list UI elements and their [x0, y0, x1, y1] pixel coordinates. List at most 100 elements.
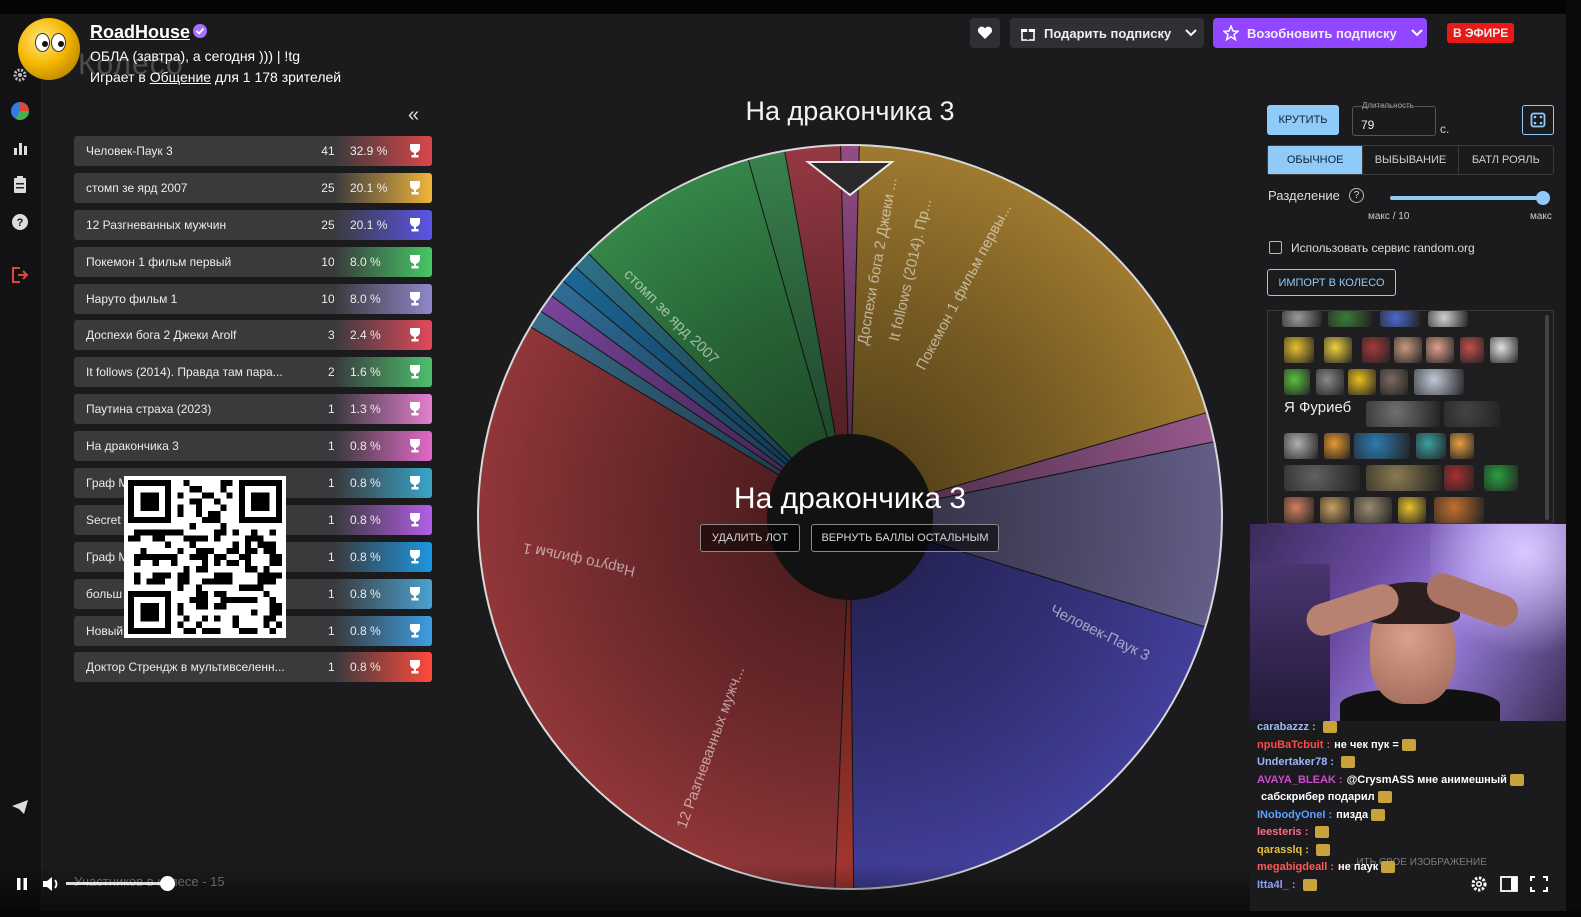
channel-name[interactable]: RoadHouse	[90, 22, 191, 42]
chat-username[interactable]: leesteris :	[1257, 826, 1309, 838]
emote-thumbnail[interactable]	[1450, 433, 1474, 459]
trophy-icon[interactable]	[408, 217, 422, 233]
pause-icon[interactable]	[14, 876, 30, 892]
emote-thumbnail[interactable]	[1426, 337, 1454, 363]
emote-thumbnail[interactable]	[1316, 369, 1344, 395]
emote-thumbnail[interactable]	[1348, 369, 1376, 395]
chat-username[interactable]: AVAYA_BLEAK :	[1257, 773, 1343, 786]
game-link[interactable]: Общение	[149, 69, 212, 85]
volume-slider-thumb[interactable]	[160, 876, 175, 891]
trophy-icon[interactable]	[408, 180, 422, 196]
emote-thumbnail[interactable]	[1380, 311, 1420, 327]
bar-chart-icon[interactable]	[9, 137, 31, 159]
help-circle-icon[interactable]: ?	[9, 211, 31, 233]
lot-row[interactable]: Доспехи бога 2 Джеки Arolf3002.4 %	[74, 320, 432, 351]
emote-thumbnail[interactable]	[1284, 433, 1318, 459]
emote-thumbnail[interactable]	[1284, 465, 1360, 491]
collapse-lots-button[interactable]: «	[408, 104, 420, 126]
split-slider-thumb[interactable]	[1536, 191, 1550, 205]
duration-input[interactable]	[1352, 106, 1436, 136]
emote-thumbnail[interactable]	[1284, 369, 1310, 395]
trophy-icon[interactable]	[408, 143, 422, 159]
emote-thumbnail[interactable]	[1282, 311, 1322, 327]
tab-normal[interactable]: ОБЫЧНОЕ	[1268, 146, 1364, 174]
renew-subscription-button[interactable]: Возобновить подписку	[1213, 18, 1427, 48]
emote-thumbnail[interactable]	[1284, 497, 1314, 523]
trophy-icon[interactable]	[408, 401, 422, 417]
spin-button[interactable]: КРУТИТЬ	[1267, 105, 1339, 135]
emote-thumbnail[interactable]	[1460, 337, 1484, 363]
lot-row[interactable]: Паутина страха (2023)1601.3 %	[74, 394, 432, 425]
trophy-icon[interactable]	[408, 586, 422, 602]
chat-username[interactable]: Itta4l_ :	[1257, 878, 1296, 891]
emote-thumbnail[interactable]	[1414, 369, 1464, 395]
logout-icon[interactable]	[9, 264, 31, 286]
volume-slider[interactable]	[66, 882, 166, 885]
lot-row[interactable]: 12 Разгневанных мужчин250020.1 %	[74, 209, 432, 240]
emote-thumbnail[interactable]	[1354, 497, 1392, 523]
wheel[interactable]: Человек-Паук 3 стомп зе ярд 2007 12 Разг…	[470, 137, 1230, 911]
emote-thumbnail[interactable]	[1324, 433, 1350, 459]
emote-thumbnail[interactable]	[1444, 465, 1474, 491]
trophy-icon[interactable]	[408, 659, 422, 675]
trophy-icon[interactable]	[408, 364, 422, 380]
lot-row[interactable]: It follows (2014). Правда там пара...200…	[74, 357, 432, 388]
chat-username[interactable]: INobodyOneI :	[1257, 808, 1333, 821]
emote-thumbnail[interactable]	[1354, 433, 1410, 459]
fullscreen-icon[interactable]	[1530, 876, 1548, 892]
lot-row[interactable]: стомп зе ярд 2007250120.1 %	[74, 172, 432, 203]
gear-icon[interactable]	[9, 64, 31, 86]
avatar[interactable]	[18, 18, 80, 80]
trophy-icon[interactable]	[408, 254, 422, 270]
random-dice-button[interactable]	[1522, 105, 1554, 135]
delete-lot-button[interactable]: УДАЛИТЬ ЛОТ	[700, 524, 800, 552]
help-icon[interactable]: ?	[1349, 188, 1364, 203]
chat-username[interactable]: carabazzz :	[1257, 721, 1316, 733]
emote-thumbnail[interactable]	[1490, 337, 1518, 363]
tab-battle-royale[interactable]: БАТЛ РОЯЛЬ	[1471, 154, 1540, 166]
emote-thumbnail[interactable]	[1366, 465, 1442, 491]
wheel-icon[interactable]	[9, 100, 31, 122]
chat-username[interactable]: npuBaTcbuit :	[1257, 738, 1331, 751]
lot-row[interactable]: На дракончика 31000.8 %	[74, 431, 432, 462]
emote-thumbnail[interactable]	[1428, 311, 1468, 327]
lot-row[interactable]: Человек-Паук 3410032.9 %	[74, 136, 432, 166]
emote-thumbnail[interactable]	[1362, 337, 1390, 363]
lot-row[interactable]: Покемон 1 фильм первый10008.0 %	[74, 246, 432, 277]
chat-username[interactable]: megabigdeall :	[1257, 861, 1335, 873]
emote-thumbnail[interactable]	[1284, 337, 1314, 363]
settings-gear-icon[interactable]	[1470, 875, 1488, 893]
emote-thumbnail[interactable]	[1444, 401, 1500, 427]
trophy-icon[interactable]	[408, 623, 422, 639]
page-scrollbar[interactable]	[1566, 0, 1581, 917]
emote-thumbnail[interactable]	[1484, 465, 1518, 491]
trophy-icon[interactable]	[408, 327, 422, 343]
emote-thumbnail[interactable]	[1320, 497, 1350, 523]
chat-username[interactable]: qarasslq :	[1257, 843, 1309, 856]
random-org-checkbox[interactable]	[1269, 241, 1282, 254]
lot-row[interactable]: Наруто фильм 110008.0 %	[74, 283, 432, 314]
split-slider[interactable]	[1390, 196, 1545, 200]
emote-thumbnail[interactable]	[1380, 369, 1408, 395]
theater-mode-icon[interactable]	[1500, 876, 1518, 892]
emote-thumbnail[interactable]	[1416, 433, 1446, 459]
emote-thumbnail[interactable]	[1366, 401, 1440, 427]
gift-subscription-button[interactable]: Подарить подписку	[1010, 18, 1204, 48]
emote-thumbnail[interactable]	[1328, 311, 1372, 327]
emote-thumbnail[interactable]	[1394, 337, 1422, 363]
trophy-icon[interactable]	[408, 438, 422, 454]
telegram-icon[interactable]	[9, 796, 31, 818]
follow-heart-button[interactable]	[970, 18, 1000, 48]
trophy-icon[interactable]	[408, 475, 422, 491]
trophy-icon[interactable]	[408, 549, 422, 565]
emote-thumbnail[interactable]	[1324, 337, 1352, 363]
chat-username[interactable]: Undertaker78 :	[1257, 756, 1335, 768]
emote-panel-scrollbar[interactable]	[1545, 315, 1549, 520]
trophy-icon[interactable]	[408, 512, 422, 528]
emote-thumbnail[interactable]	[1434, 497, 1484, 523]
import-to-wheel-button[interactable]: ИМПОРТ В КОЛЕСО	[1267, 269, 1396, 296]
volume-icon[interactable]	[42, 876, 62, 892]
return-points-button[interactable]: ВЕРНУТЬ БАЛЛЫ ОСТАЛЬНЫМ	[811, 524, 999, 552]
clipboard-icon[interactable]	[9, 174, 31, 196]
trophy-icon[interactable]	[408, 291, 422, 307]
